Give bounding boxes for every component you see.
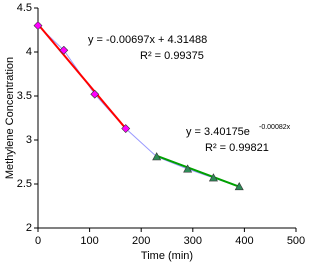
trendline — [156, 154, 240, 188]
x-tick-label: 500 — [287, 235, 305, 247]
y-tick-label: 3.5 — [17, 90, 32, 102]
x-tick-label: 300 — [184, 235, 202, 247]
data-point — [152, 152, 162, 161]
y-tick-label: 2 — [26, 222, 32, 234]
data-point — [90, 89, 100, 99]
annotation: y = 3.40175e — [186, 126, 250, 138]
annotation: R² = 0.99821 — [205, 142, 269, 154]
annotation: -0.00082x — [259, 124, 291, 131]
data-point — [208, 173, 218, 182]
data-point — [59, 45, 69, 55]
data-point — [121, 124, 131, 133]
y-tick-label: 4 — [26, 46, 32, 58]
trendline — [37, 23, 127, 130]
y-axis-label: Methylene Concentration — [4, 57, 16, 179]
data-point — [33, 21, 43, 31]
x-tick-label: 100 — [80, 235, 98, 247]
y-tick-label: 4.5 — [17, 2, 32, 14]
data-line — [37, 25, 240, 188]
data-point — [234, 182, 244, 191]
x-tick-label: 0 — [35, 235, 41, 247]
x-tick-label: 200 — [132, 235, 150, 247]
chart: Time (min) Methylene Concentration y = -… — [4, 2, 305, 262]
annotation: R² = 0.99375 — [140, 50, 204, 62]
x-tick-label: 400 — [235, 235, 253, 247]
y-tick-label: 3 — [26, 134, 32, 146]
x-axis-label: Time (min) — [141, 250, 193, 262]
annotation: y = -0.00697x + 4.31488 — [88, 34, 207, 46]
data-point — [183, 164, 193, 173]
y-tick-label: 2.5 — [17, 178, 32, 190]
